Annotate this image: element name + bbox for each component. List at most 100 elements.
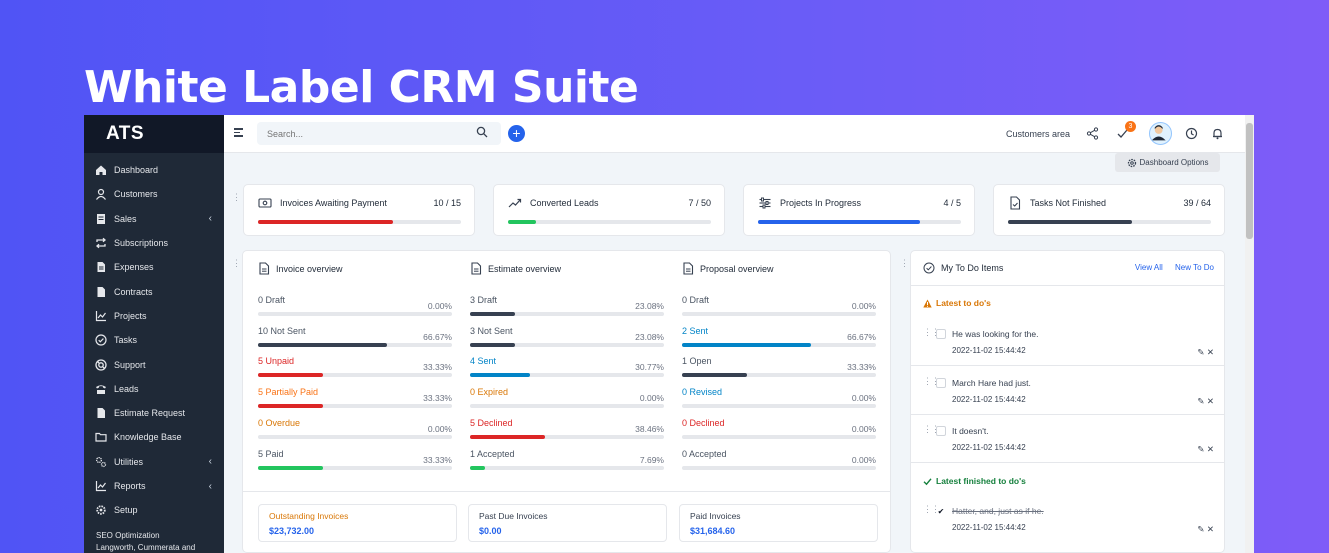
receipt-icon: [95, 213, 107, 225]
drag-handle-icon[interactable]: ⋮⋮: [923, 376, 940, 386]
clock-icon[interactable]: [1185, 127, 1198, 140]
overview-row[interactable]: 0 Declined 0.00%: [682, 418, 888, 448]
close-icon[interactable]: ✕: [1206, 524, 1214, 534]
overview-row[interactable]: 0 Expired 0.00%: [470, 387, 676, 417]
sidebar-item-label: Sales: [114, 213, 137, 224]
overview-column-header: Invoice overview: [258, 262, 343, 275]
overview-row[interactable]: 0 Accepted 0.00%: [682, 449, 888, 479]
edit-icon[interactable]: ✎: [1197, 396, 1205, 406]
avatar[interactable]: [1149, 122, 1172, 145]
overview-row[interactable]: 5 Unpaid 33.33%: [258, 356, 464, 386]
overview-row[interactable]: 5 Paid 33.33%: [258, 449, 464, 479]
todo-checkbox[interactable]: [936, 426, 946, 436]
overview-row-label: 3 Not Sent: [470, 326, 513, 336]
todo-checkbox[interactable]: [936, 378, 946, 388]
todo-checkbox[interactable]: ✔: [937, 507, 945, 516]
stat-card-invoices-awaiting-payment[interactable]: Invoices Awaiting Payment 10 / 15: [243, 184, 475, 236]
sidebar-item-utilities[interactable]: Utilities ‹: [84, 450, 224, 474]
edit-icon[interactable]: ✎: [1197, 524, 1205, 534]
sidebar-item-support[interactable]: Support: [84, 352, 224, 376]
overview-row[interactable]: 0 Revised 0.00%: [682, 387, 888, 417]
divider: [911, 365, 1224, 366]
new-todo-link[interactable]: New To Do: [1175, 263, 1214, 272]
sidebar-item-subscriptions[interactable]: Subscriptions: [84, 231, 224, 255]
todo-check-icon[interactable]: [1116, 127, 1129, 140]
stat-card-tasks-not-finished[interactable]: Tasks Not Finished 39 / 64: [993, 184, 1225, 236]
sidebar-item-setup[interactable]: Setup: [84, 498, 224, 522]
sidebar-item-label: Dashboard: [114, 165, 159, 176]
quick-create-button[interactable]: +: [508, 125, 525, 142]
search-icon[interactable]: [476, 126, 488, 138]
drag-handle-icon[interactable]: ⋮⋮: [232, 258, 249, 268]
close-icon[interactable]: ✕: [1206, 444, 1214, 454]
drag-handle-icon[interactable]: ⋮⋮: [923, 504, 940, 514]
sidebar-item-sales[interactable]: Sales ‹: [84, 207, 224, 231]
overview-row[interactable]: 5 Partially Paid 33.33%: [258, 387, 464, 417]
progress-track: [470, 435, 664, 439]
overview-row[interactable]: 3 Draft 23.08%: [470, 295, 676, 325]
bell-icon[interactable]: [1211, 127, 1224, 140]
overview-row[interactable]: 10 Not Sent 66.67%: [258, 326, 464, 356]
search-input[interactable]: [257, 122, 501, 145]
brand-logo[interactable]: ATS: [84, 115, 224, 153]
drag-handle-icon[interactable]: ⋮⋮: [232, 192, 249, 202]
page-scrollbar[interactable]: [1245, 115, 1254, 553]
summary-past-due-invoices[interactable]: Past Due Invoices $0.00: [468, 504, 667, 542]
overview-row-label: 3 Draft: [470, 295, 498, 305]
customers-area-link[interactable]: Customers area: [1006, 129, 1071, 139]
overview-row[interactable]: 0 Draft 0.00%: [682, 295, 888, 325]
todo-checkbox[interactable]: [936, 329, 946, 339]
menu-toggle-icon[interactable]: [234, 128, 243, 139]
stat-card-title: Converted Leads: [530, 198, 599, 208]
sidebar-item-reports[interactable]: Reports ‹: [84, 474, 224, 498]
overview-row[interactable]: 0 Overdue 0.00%: [258, 418, 464, 448]
drag-handle-icon[interactable]: ⋮⋮: [900, 258, 917, 268]
sidebar-item-dashboard[interactable]: Dashboard: [84, 158, 224, 182]
stat-card-converted-leads[interactable]: Converted Leads 7 / 50: [493, 184, 725, 236]
overview-row-label: 5 Unpaid: [258, 356, 295, 366]
overview-row[interactable]: 1 Open 33.33%: [682, 356, 888, 386]
overview-row[interactable]: 3 Not Sent 23.08%: [470, 326, 676, 356]
sidebar-item-knowledge-base[interactable]: Knowledge Base: [84, 425, 224, 449]
drag-handle-icon[interactable]: ⋮⋮: [923, 424, 940, 434]
overview-column-header: Proposal overview: [682, 262, 774, 275]
sidebar-item-label: Expenses: [114, 262, 154, 273]
sidebar-item-customers[interactable]: Customers: [84, 182, 224, 206]
close-icon[interactable]: ✕: [1206, 347, 1214, 357]
sidebar-project-card[interactable]: SEO Optimization Langworth, Cummerata an…: [96, 530, 195, 553]
dashboard-options-button[interactable]: Dashboard Options: [1115, 153, 1220, 172]
edit-icon[interactable]: ✎: [1197, 347, 1205, 357]
sidebar-item-leads[interactable]: Leads: [84, 377, 224, 401]
sidebar-item-expenses[interactable]: Expenses: [84, 255, 224, 279]
overview-row[interactable]: 1 Accepted 7.69%: [470, 449, 676, 479]
overview-row[interactable]: 0 Draft 0.00%: [258, 295, 464, 325]
sidebar-item-projects[interactable]: Projects: [84, 304, 224, 328]
close-icon[interactable]: ✕: [1206, 396, 1214, 406]
todo-item[interactable]: ⋮⋮ March Hare had just. 2022-11-02 15:44:4…: [923, 377, 1216, 421]
stat-card-projects-in-progress[interactable]: Projects In Progress 4 / 5: [743, 184, 975, 236]
sidebar-item-estimate-request[interactable]: Estimate Request: [84, 401, 224, 425]
summary-outstanding-invoices[interactable]: Outstanding Invoices $23,732.00: [258, 504, 457, 542]
overview-row-label: 0 Revised: [682, 387, 723, 397]
edit-icon[interactable]: ✎: [1197, 444, 1205, 454]
drag-handle-icon[interactable]: ⋮⋮: [923, 327, 940, 337]
overview-row[interactable]: 4 Sent 30.77%: [470, 356, 676, 386]
overview-row-percent: 66.67%: [423, 332, 452, 342]
check-circle-icon: [95, 334, 107, 346]
view-all-link[interactable]: View All: [1134, 263, 1163, 272]
summary-paid-invoices[interactable]: Paid Invoices $31,684.60: [679, 504, 878, 542]
overview-row-percent: 0.00%: [427, 424, 452, 434]
trend-up-icon: [508, 198, 522, 208]
sidebar-item-contracts[interactable]: Contracts: [84, 279, 224, 303]
overview-row-label: 1 Open: [682, 356, 712, 366]
sidebar-item-tasks[interactable]: Tasks: [84, 328, 224, 352]
share-icon[interactable]: [1086, 127, 1099, 140]
todo-item[interactable]: ⋮⋮ It doesn't. 2022-11-02 15:44:42 ✎ ✕: [923, 425, 1216, 469]
scrollbar-thumb[interactable]: [1246, 123, 1253, 239]
home-icon: [95, 164, 107, 176]
sidebar-item-label: Support: [114, 359, 146, 370]
overview-row[interactable]: 2 Sent 66.67%: [682, 326, 888, 356]
overview-row[interactable]: 5 Declined 38.46%: [470, 418, 676, 448]
todo-item[interactable]: ⋮⋮ ✔ Hatter, and, just as if he. 2022-11-02…: [923, 505, 1216, 549]
todo-item[interactable]: ⋮⋮ He was looking for the. 2022-11-02 15:4…: [923, 328, 1216, 372]
